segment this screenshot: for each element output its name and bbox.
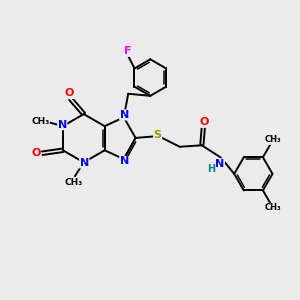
Text: N: N	[120, 110, 129, 120]
Text: O: O	[31, 148, 40, 158]
Text: N: N	[215, 159, 224, 169]
Text: O: O	[64, 88, 74, 98]
Text: H: H	[208, 164, 216, 174]
Text: F: F	[124, 46, 132, 56]
Text: CH₃: CH₃	[31, 117, 49, 126]
Text: CH₃: CH₃	[265, 203, 281, 212]
Text: N: N	[80, 158, 89, 168]
Text: CH₃: CH₃	[64, 178, 83, 187]
Text: N: N	[58, 120, 67, 130]
Text: O: O	[200, 117, 209, 127]
Text: CH₃: CH₃	[265, 135, 281, 144]
Text: N: N	[120, 157, 129, 166]
Text: S: S	[154, 130, 162, 140]
